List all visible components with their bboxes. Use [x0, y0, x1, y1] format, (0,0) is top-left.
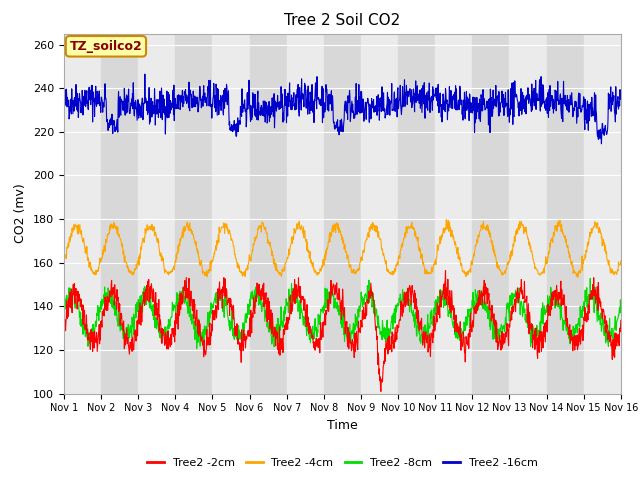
- Tree2 -2cm: [60, 321, 68, 326]
- Tree2 -8cm: [617, 308, 625, 314]
- Bar: [398, 34, 435, 394]
- Y-axis label: CO2 (mv): CO2 (mv): [15, 184, 28, 243]
- Tree2 -4cm: [246, 258, 254, 264]
- Bar: [435, 34, 472, 394]
- Legend: Tree2 -2cm, Tree2 -4cm, Tree2 -8cm, Tree2 -16cm: Tree2 -2cm, Tree2 -4cm, Tree2 -8cm, Tree…: [143, 453, 542, 472]
- Tree2 -16cm: [429, 97, 437, 103]
- Tree2 -8cm: [60, 296, 68, 302]
- Tree2 -16cm: [171, 102, 179, 108]
- Bar: [324, 34, 361, 394]
- Tree2 -8cm: [551, 305, 559, 311]
- Tree2 -2cm: [429, 327, 437, 333]
- Tree2 -2cm: [184, 289, 191, 295]
- Bar: [509, 34, 547, 394]
- Bar: [64, 34, 101, 394]
- Bar: [138, 34, 175, 394]
- Tree2 -8cm: [193, 346, 200, 351]
- Title: Tree 2 Soil CO2: Tree 2 Soil CO2: [284, 13, 401, 28]
- Tree2 -4cm: [184, 224, 191, 230]
- X-axis label: Time: Time: [327, 419, 358, 432]
- Tree2 -2cm: [552, 288, 559, 294]
- Bar: [472, 34, 509, 394]
- Tree2 -4cm: [60, 256, 68, 262]
- Tree2 -8cm: [586, 276, 594, 281]
- Bar: [175, 34, 212, 394]
- Tree2 -2cm: [502, 334, 510, 339]
- Tree2 -2cm: [170, 326, 178, 332]
- Tree2 -4cm: [574, 274, 582, 280]
- Tree2 -2cm: [617, 318, 625, 324]
- Bar: [287, 34, 324, 394]
- Line: Tree2 -2cm: Tree2 -2cm: [64, 271, 621, 391]
- Tree2 -16cm: [551, 87, 559, 93]
- Tree2 -8cm: [246, 293, 254, 299]
- Bar: [250, 34, 287, 394]
- Tree2 -16cm: [598, 141, 605, 147]
- Tree2 -4cm: [502, 267, 509, 273]
- Line: Tree2 -8cm: Tree2 -8cm: [64, 278, 621, 348]
- Tree2 -4cm: [170, 267, 178, 273]
- Bar: [584, 34, 621, 394]
- Tree2 -16cm: [60, 96, 68, 102]
- Tree2 -16cm: [184, 93, 192, 98]
- Tree2 -2cm: [377, 388, 385, 394]
- Tree2 -8cm: [170, 303, 178, 309]
- Tree2 -8cm: [429, 313, 437, 319]
- Tree2 -4cm: [429, 269, 436, 275]
- Tree2 -16cm: [617, 94, 625, 100]
- Line: Tree2 -4cm: Tree2 -4cm: [64, 220, 621, 277]
- Bar: [101, 34, 138, 394]
- Bar: [212, 34, 250, 394]
- Tree2 -2cm: [442, 268, 449, 274]
- Tree2 -4cm: [617, 258, 625, 264]
- Line: Tree2 -16cm: Tree2 -16cm: [64, 74, 621, 144]
- Tree2 -16cm: [141, 71, 148, 77]
- Tree2 -4cm: [551, 223, 559, 229]
- Tree2 -16cm: [502, 103, 509, 108]
- Tree2 -8cm: [502, 322, 509, 327]
- Tree2 -4cm: [442, 217, 450, 223]
- Bar: [361, 34, 398, 394]
- Tree2 -8cm: [184, 311, 191, 316]
- Tree2 -16cm: [246, 119, 254, 124]
- Tree2 -2cm: [246, 334, 254, 339]
- Text: TZ_soilco2: TZ_soilco2: [70, 40, 142, 53]
- Bar: [547, 34, 584, 394]
